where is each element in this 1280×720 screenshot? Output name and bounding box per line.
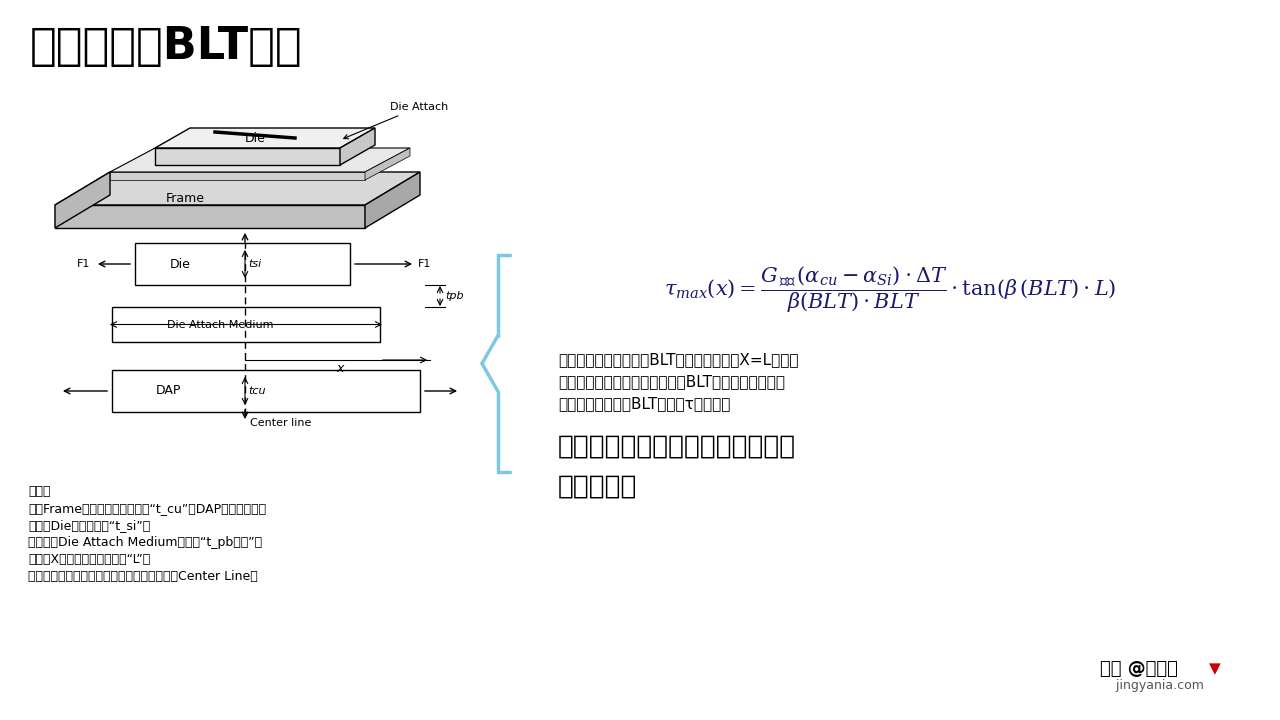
- Text: Die: Die: [244, 132, 265, 145]
- Text: 在芯片X方向上的长度表征为“L”。: 在芯片X方向上的长度表征为“L”。: [28, 553, 150, 566]
- Text: tsi: tsi: [248, 259, 261, 269]
- Text: 其中：: 其中：: [28, 485, 50, 498]
- Text: Die: Die: [169, 258, 191, 271]
- Polygon shape: [110, 148, 410, 172]
- Polygon shape: [155, 148, 340, 165]
- Text: Die Attach Medium: Die Attach Medium: [166, 320, 273, 330]
- Text: Frame: Frame: [165, 192, 205, 204]
- Text: tcu: tcu: [248, 386, 265, 396]
- Text: 可见剪切应力是一个和BLT有关的函数。当X=L时，可: 可见剪切应力是一个和BLT有关的函数。当X=L时，可: [558, 352, 799, 367]
- Polygon shape: [365, 148, 410, 180]
- Text: 头条 @机经验: 头条 @机经验: [1100, 660, 1178, 678]
- Polygon shape: [110, 172, 365, 180]
- Bar: [113, 307, 380, 342]
- Text: 假设芯片，焊料和框架都是中心均匀，中心线Center Line。: 假设芯片，焊料和框架都是中心均匀，中心线Center Line。: [28, 570, 257, 583]
- Text: F1: F1: [419, 259, 431, 269]
- Text: 硅芯片Die厚度表征为“t_si”。: 硅芯片Die厚度表征为“t_si”。: [28, 519, 150, 532]
- Polygon shape: [55, 205, 365, 228]
- Text: tpb: tpb: [445, 291, 463, 301]
- Text: 求得芯片边缘的最大应力值，对BLT求导可得到极值。: 求得芯片边缘的最大应力值，对BLT求导可得到极值。: [558, 374, 785, 389]
- Bar: [113, 370, 420, 412]
- Text: $\tau_{max}(x) = \dfrac{G_{\,焊料\,}(\alpha_{cu}-\alpha_{Si})\cdot\Delta T}{\beta(: $\tau_{max}(x) = \dfrac{G_{\,焊料\,}(\alph…: [664, 265, 1116, 315]
- Polygon shape: [55, 172, 420, 205]
- Text: ▼: ▼: [1210, 661, 1221, 676]
- Text: 控制有益。: 控制有益。: [558, 474, 637, 500]
- Text: Die Attach: Die Attach: [344, 102, 448, 139]
- Text: 框架Frame材料铜的厚度表征为“t_cu”，DAP是框架基岛。: 框架Frame材料铜的厚度表征为“t_cu”，DAP是框架基岛。: [28, 502, 266, 515]
- Text: 焊料厚度Die Attach Medium表征为“t_pb焊料”。: 焊料厚度Die Attach Medium表征为“t_pb焊料”。: [28, 536, 262, 549]
- Text: 所以增加焊料厚度对裂纹的防止和: 所以增加焊料厚度对裂纹的防止和: [558, 434, 796, 460]
- Polygon shape: [365, 172, 420, 228]
- Text: 芯片裂纹和BLT控制: 芯片裂纹和BLT控制: [29, 25, 302, 68]
- Text: x: x: [337, 362, 344, 375]
- Text: jingyania.com: jingyania.com: [1100, 679, 1204, 692]
- Polygon shape: [340, 128, 375, 165]
- Polygon shape: [155, 128, 375, 148]
- Text: DAP: DAP: [155, 384, 180, 397]
- Text: F1: F1: [77, 259, 90, 269]
- Bar: [134, 243, 349, 285]
- Polygon shape: [55, 172, 110, 228]
- Text: Center line: Center line: [250, 418, 311, 428]
- Text: 这里可以得到结论BLT增加时τ值减少，: 这里可以得到结论BLT增加时τ值减少，: [558, 396, 731, 411]
